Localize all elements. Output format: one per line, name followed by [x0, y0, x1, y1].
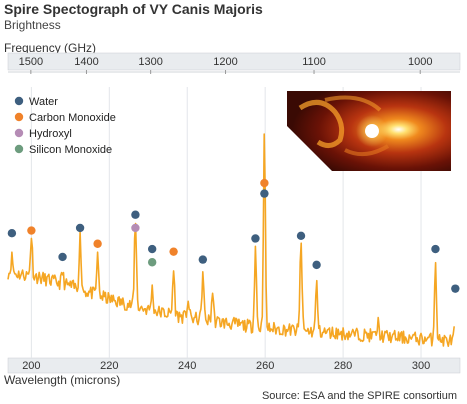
line-marker	[7, 229, 17, 238]
x-tick-label: 280	[334, 360, 352, 372]
legend-swatch	[14, 128, 24, 138]
top-axis-label: Frequency (GHz)	[4, 41, 97, 55]
line-marker	[198, 255, 208, 264]
line-marker	[431, 244, 440, 254]
chart-title: Spire Spectograph of VY Canis Majoris	[4, 1, 263, 17]
top-tick-label: 1100	[302, 56, 326, 68]
line-marker	[131, 210, 140, 219]
top-axis-bar	[7, 52, 461, 71]
spectrum-line	[7, 133, 455, 348]
line-marker	[131, 223, 140, 233]
x-tick-label: 260	[256, 360, 274, 372]
legend-label: Carbon Monoxide	[29, 112, 116, 124]
x-axis-label: Wavelength (microns)	[4, 373, 121, 387]
line-marker	[93, 239, 102, 248]
x-tick-label: 240	[178, 360, 196, 372]
line-marker	[169, 247, 178, 256]
y-axis-label: Brightness	[4, 18, 61, 32]
line-marker	[58, 252, 67, 262]
legend-label: Silicon Monoxide	[29, 144, 112, 156]
line-marker	[251, 234, 260, 243]
legend-swatch	[14, 112, 24, 122]
line-marker	[296, 231, 306, 241]
line-marker	[27, 226, 36, 235]
top-tick-label: 1000	[408, 56, 432, 68]
legend-swatch	[14, 144, 24, 154]
x-tick-label: 300	[412, 360, 430, 372]
legend-swatch	[14, 96, 24, 106]
top-tick-label: 1400	[74, 56, 98, 68]
line-marker	[260, 189, 269, 198]
line-marker	[147, 258, 157, 267]
line-marker	[260, 178, 269, 188]
legend: Water Carbon Monoxide Hydroxyl Silicon Mono…	[14, 96, 116, 156]
nebula-image	[287, 91, 451, 171]
line-marker	[75, 223, 85, 233]
x-tick-label: 220	[100, 360, 118, 372]
line-marker	[451, 284, 460, 293]
line-marker	[147, 244, 157, 254]
legend-label: Hydroxyl	[29, 128, 72, 140]
x-tick-label: 200	[22, 360, 40, 372]
line-marker	[312, 260, 321, 270]
source-note: Source: ESA and the SPIRE consortium	[261, 390, 457, 402]
bottom-axis-bar	[7, 357, 461, 374]
top-tick-label: 1300	[138, 56, 162, 68]
top-tick-label: 1200	[213, 56, 237, 68]
top-tick-label: 1500	[19, 56, 43, 68]
legend-label: Water	[29, 96, 58, 108]
